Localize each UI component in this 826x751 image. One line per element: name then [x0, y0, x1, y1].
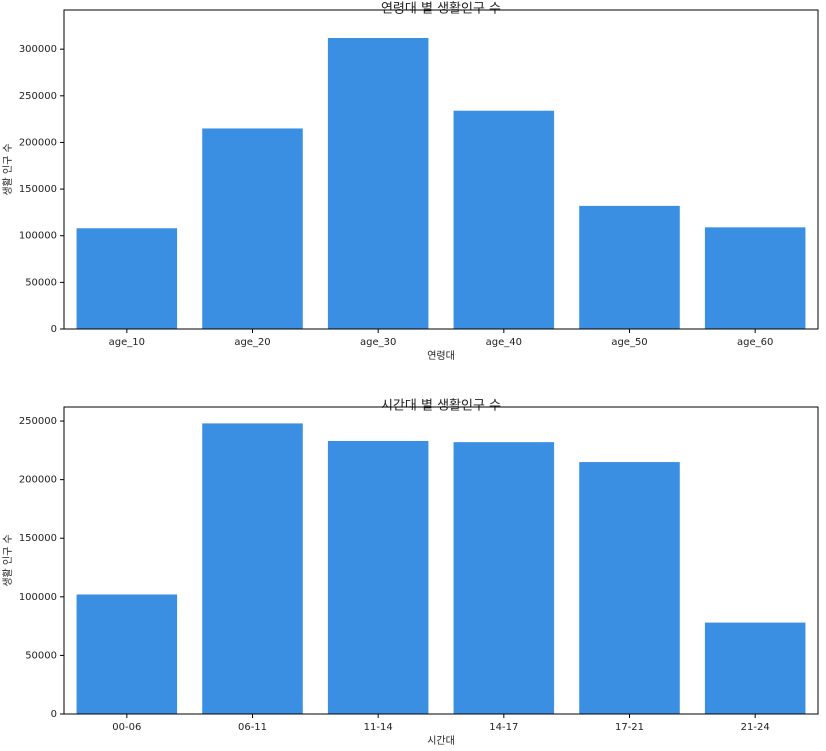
bar [453, 110, 555, 329]
y-tick-label: 0 [51, 324, 57, 335]
x-tick-label: age_50 [611, 337, 647, 348]
x-tick-label: age_20 [234, 337, 270, 348]
y-axis-label: 생활 인구 수 [1, 143, 14, 195]
y-axis-label: 생활 인구 수 [1, 534, 14, 586]
y-tick-label: 200000 [19, 475, 57, 486]
y-tick-label: 200000 [19, 137, 57, 148]
bar [704, 227, 806, 329]
bar [327, 37, 429, 330]
y-tick-label: 250000 [19, 416, 57, 427]
y-tick-label: 300000 [19, 44, 57, 55]
x-tick-label: 21-24 [741, 722, 770, 733]
bar [327, 440, 429, 714]
x-tick-label: 17-21 [615, 722, 644, 733]
chart-title: 시간대 별 생활인구 수 [381, 399, 501, 414]
bar [202, 128, 303, 329]
y-tick-label: 150000 [19, 533, 57, 544]
bar [453, 442, 555, 714]
bar [202, 423, 303, 714]
x-tick-label: 11-14 [364, 722, 393, 733]
bar [704, 622, 806, 714]
plot-frame [63, 406, 819, 715]
plot-frame [63, 9, 819, 330]
bar [579, 462, 680, 714]
x-tick-label: age_40 [486, 337, 522, 348]
x-axis-label: 연령대 [427, 350, 455, 362]
y-tick-label: 100000 [19, 592, 57, 603]
y-tick-label: 0 [51, 709, 57, 720]
x-tick-label: age_60 [737, 337, 773, 348]
y-tick-label: 50000 [25, 277, 57, 288]
bar [579, 205, 680, 329]
y-tick-label: 250000 [19, 91, 57, 102]
bar [76, 228, 178, 329]
x-tick-label: age_30 [360, 337, 396, 348]
x-tick-label: 06-11 [238, 722, 267, 733]
x-tick-label: age_10 [109, 337, 145, 348]
x-tick-label: 00-06 [112, 722, 141, 733]
chart-title: 연령대 별 생활인구 수 [381, 2, 501, 17]
y-tick-label: 50000 [25, 650, 57, 661]
y-tick-label: 150000 [19, 184, 57, 195]
bar [76, 594, 178, 714]
x-tick-label: 14-17 [489, 722, 518, 733]
y-tick-label: 100000 [19, 231, 57, 242]
x-axis-label: 시간대 [427, 735, 455, 747]
